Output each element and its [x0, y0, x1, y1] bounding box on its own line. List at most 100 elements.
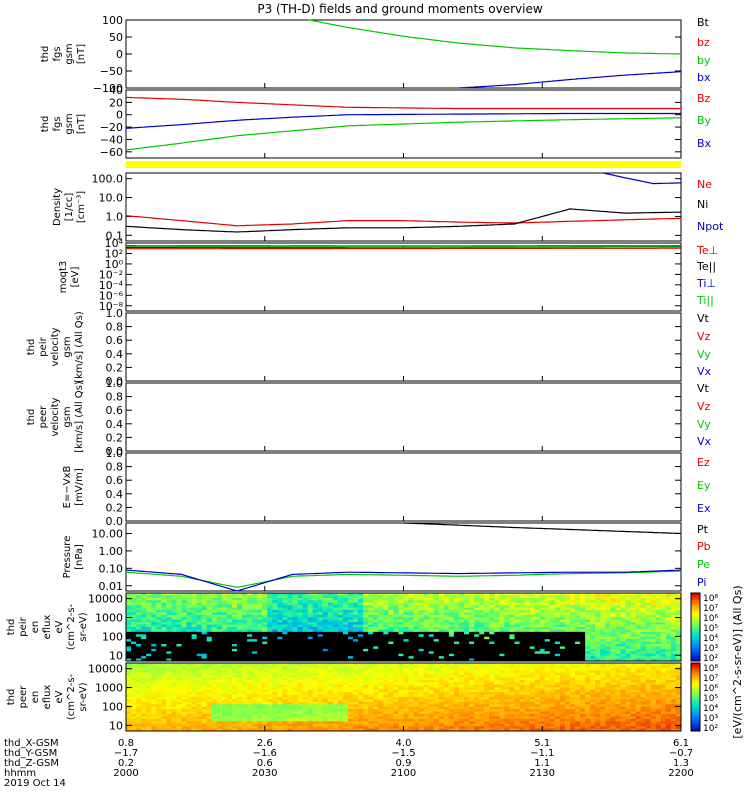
heatmap-cell	[212, 595, 217, 598]
heatmap-cell	[212, 695, 217, 698]
heatmap-cell	[182, 682, 187, 685]
heatmap-cell	[636, 622, 641, 625]
heatmap-cell	[217, 709, 222, 712]
heatmap-cell	[565, 605, 570, 608]
heatmap-cell	[182, 685, 187, 688]
heatmap-cell	[318, 620, 323, 623]
heatmap-cell	[217, 712, 222, 715]
heatmap-cell	[293, 615, 298, 618]
heatmap-cell	[161, 644, 166, 647]
heatmap-cell	[641, 642, 646, 645]
heatmap-cell	[338, 670, 343, 673]
heatmap-cell	[277, 668, 282, 671]
heatmap-cell	[661, 598, 666, 601]
heatmap-cell	[530, 637, 535, 640]
heatmap-cell	[252, 610, 257, 613]
heatmap-cell	[575, 637, 580, 640]
heatmap-cell	[383, 615, 388, 618]
heatmap-cell	[651, 646, 656, 649]
heatmap-cell	[353, 724, 358, 727]
heatmap-cell	[605, 651, 610, 654]
heatmap-cell	[282, 608, 287, 611]
heatmap-cell	[232, 682, 237, 685]
heatmap-cell	[267, 625, 272, 628]
heatmap-cell	[136, 665, 141, 668]
heatmap-cell	[293, 644, 298, 647]
heatmap-cell	[414, 646, 419, 649]
heatmap-cell	[646, 646, 651, 649]
heatmap-cell	[242, 697, 247, 700]
heatmap-cell	[272, 603, 277, 606]
heatmap-cell	[212, 675, 217, 678]
heatmap-cell	[298, 620, 303, 623]
heatmap-cell	[530, 605, 535, 608]
heatmap-cell	[525, 620, 530, 623]
heatmap-cell	[222, 699, 227, 702]
heatmap-cell	[151, 702, 156, 705]
heatmap-cell	[499, 610, 504, 613]
heatmap-cell	[580, 605, 585, 608]
heatmap-cell	[313, 644, 318, 647]
heatmap-cell	[585, 603, 590, 606]
heatmap-cell	[282, 692, 287, 695]
heatmap-cell	[656, 608, 661, 611]
heatmap-cell	[222, 678, 227, 681]
heatmap-cell	[277, 617, 282, 620]
heatmap-cell	[217, 702, 222, 705]
heatmap-cell	[303, 687, 308, 690]
heatmap-cell	[515, 610, 520, 613]
heatmap-cell	[212, 639, 217, 642]
heatmap-cell	[217, 608, 222, 611]
heatmap-cell	[232, 646, 237, 649]
heatmap-cell	[318, 634, 323, 637]
heatmap-cell	[161, 680, 166, 683]
heatmap-cell	[409, 665, 414, 668]
heatmap-cell	[499, 651, 504, 654]
heatmap-cell	[610, 605, 615, 608]
heatmap-cell	[293, 724, 298, 727]
heatmap-cell	[298, 654, 303, 657]
heatmap-cell	[626, 627, 631, 630]
heatmap-cell	[303, 707, 308, 710]
heatmap-cell	[333, 721, 338, 724]
heatmap-cell	[182, 600, 187, 603]
heatmap-cell	[262, 699, 267, 702]
heatmap-cell	[525, 644, 530, 647]
heatmap-cell	[353, 692, 358, 695]
heatmap-cell	[277, 595, 282, 598]
heatmap-cell	[192, 692, 197, 695]
heatmap-cell	[434, 639, 439, 642]
heatmap-cell	[252, 656, 257, 659]
heatmap-cell	[484, 656, 489, 659]
heatmap-cell	[187, 726, 192, 729]
heatmap-cell	[182, 712, 187, 715]
heatmap-cell	[540, 637, 545, 640]
heatmap-cell	[298, 692, 303, 695]
heatmap-cell	[409, 651, 414, 654]
heatmap-cell	[272, 719, 277, 722]
heatmap-cell	[136, 697, 141, 700]
heatmap-cell	[404, 721, 409, 724]
heatmap-cell	[298, 603, 303, 606]
heatmap-cell	[560, 625, 565, 628]
heatmap-cell	[484, 620, 489, 623]
heatmap-cell	[146, 637, 151, 640]
heatmap-cell	[161, 651, 166, 654]
heatmap-cell	[404, 675, 409, 678]
heatmap-cell	[272, 690, 277, 693]
heatmap-cell	[222, 629, 227, 632]
heatmap-cell	[641, 605, 646, 608]
heatmap-cell	[151, 646, 156, 649]
heatmap-cell	[474, 654, 479, 657]
heatmap-cell	[439, 632, 444, 635]
heatmap-cell	[555, 608, 560, 611]
heatmap-cell	[454, 610, 459, 613]
heatmap-cell	[600, 598, 605, 601]
heatmap-cell	[388, 629, 393, 632]
heatmap-cell	[348, 622, 353, 625]
heatmap-cell	[575, 656, 580, 659]
heatmap-cell	[620, 598, 625, 601]
heatmap-cell	[631, 639, 636, 642]
heatmap-cell	[303, 719, 308, 722]
heatmap-cell	[358, 695, 363, 698]
